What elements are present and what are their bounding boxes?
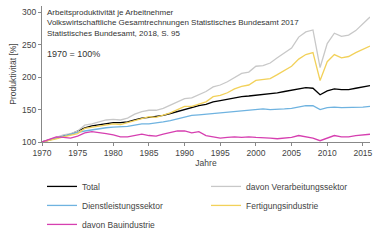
svg-text:200: 200 — [22, 72, 36, 82]
svg-text:1980: 1980 — [104, 148, 123, 158]
svg-text:Jahre: Jahre — [195, 158, 217, 168]
svg-text:1970: 1970 — [33, 148, 52, 158]
svg-text:Dienstleistungssektor: Dienstleistungssektor — [82, 201, 163, 211]
svg-text:2000: 2000 — [246, 148, 265, 158]
svg-text:Produktivität [%]: Produktivität [%] — [8, 43, 18, 104]
svg-text:1985: 1985 — [139, 148, 158, 158]
svg-text:100: 100 — [22, 137, 36, 147]
svg-text:Arbeitsproduktivität je Arbeit: Arbeitsproduktivität je ArbeitnehmerVolk… — [47, 8, 299, 38]
svg-text:1970 = 100%: 1970 = 100% — [47, 49, 100, 59]
svg-text:2005: 2005 — [282, 148, 301, 158]
svg-text:davon Verarbeitungssektor: davon Verarbeitungssektor — [246, 182, 347, 192]
svg-text:davon Bauindustrie: davon Bauindustrie — [82, 220, 155, 230]
svg-text:1975: 1975 — [68, 148, 87, 158]
svg-text:150: 150 — [22, 105, 36, 115]
svg-text:2015: 2015 — [353, 148, 372, 158]
svg-text:1990: 1990 — [175, 148, 194, 158]
svg-text:Fertigungsindustrie: Fertigungsindustrie — [246, 201, 319, 211]
svg-text:2010: 2010 — [318, 148, 337, 158]
svg-text:300: 300 — [22, 7, 36, 17]
svg-text:1995: 1995 — [211, 148, 230, 158]
svg-text:250: 250 — [22, 40, 36, 50]
svg-text:Total: Total — [82, 182, 100, 192]
